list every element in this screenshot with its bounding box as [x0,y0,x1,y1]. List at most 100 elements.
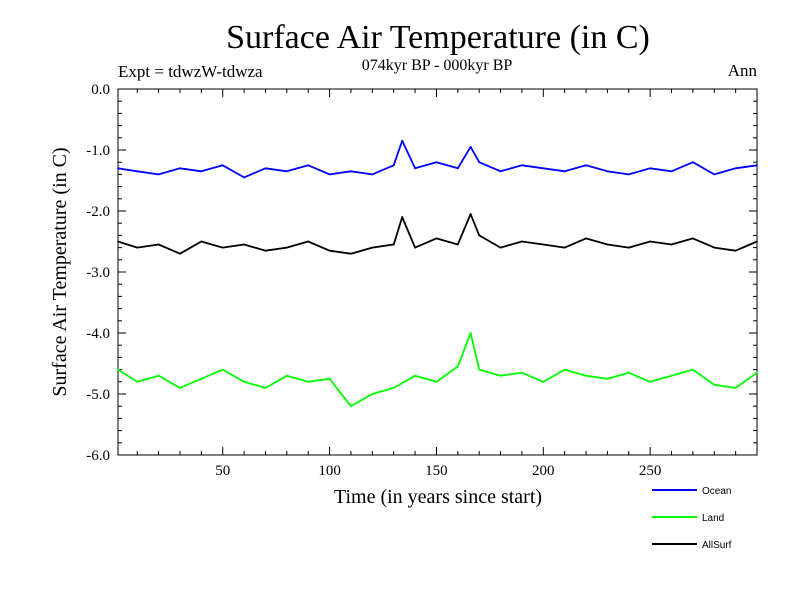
data-point-allsurf [521,240,523,243]
data-point-allsurf [756,240,758,243]
data-point-land [734,387,737,389]
data-point-land [285,374,288,377]
data-point-ocean [499,170,502,173]
data-point-ocean [756,164,758,167]
data-point-ocean [328,173,331,176]
data-point-allsurf [691,237,694,240]
x-tick-label: 200 [532,463,555,479]
data-point-allsurf [627,246,630,249]
data-point-land [200,377,203,380]
data-point-land [157,374,160,377]
data-point-ocean [563,170,566,173]
data-point-land [350,405,352,408]
data-point-ocean [179,167,181,170]
data-point-allsurf [499,246,502,249]
data-point-land [585,374,587,377]
data-point-land [221,368,224,371]
data-point-land [392,387,395,389]
data-point-allsurf [136,246,139,249]
x-tick-label: 250 [639,463,662,479]
plot-frame [117,88,758,456]
y-tick-label: -6.0 [86,448,110,464]
series-line-land [117,332,758,408]
y-tick-label: -1.0 [86,143,110,159]
data-point-ocean [243,176,245,179]
x-tick-label: 50 [215,463,230,479]
data-point-allsurf [117,240,119,243]
data-point-ocean [670,170,673,173]
data-point-allsurf [328,249,331,252]
data-point-allsurf [435,237,438,240]
data-point-ocean [285,170,288,173]
data-point-land [542,380,545,383]
data-point-ocean [392,164,395,167]
data-point-ocean [136,170,139,173]
legend: Ocean Land AllSurf [652,486,732,551]
y-tick-label: -4.0 [86,326,110,342]
experiment-label: Expt = tdwzW-tdwza [118,62,263,81]
data-point-allsurf [285,246,288,249]
data-point-ocean [585,164,587,167]
data-point-land [414,374,416,377]
plot-area: 0.0 -1.0 -2.0 -3.0 -4.0 -5.0 -6.0 50 100 150 200 25… [86,82,758,479]
data-point-ocean [117,167,119,170]
data-point-ocean [734,167,737,170]
data-point-land [179,387,181,389]
data-point-allsurf [585,237,587,240]
data-point-allsurf [392,243,395,246]
data-point-ocean [371,173,374,176]
chart-subtitle: 074kyr BP - 000kyr BP [362,57,513,74]
x-axis-label: Time (in years since start) [334,486,542,508]
data-point-allsurf [734,249,737,252]
data-point-land [756,371,758,374]
data-point-land [371,393,374,395]
data-point-allsurf [542,243,545,246]
data-point-land [649,380,652,383]
data-point-land [456,365,459,368]
data-point-land [499,374,502,377]
data-point-ocean [521,164,523,167]
y-tick-label: -3.0 [86,265,110,281]
legend-label-ocean: Ocean [702,486,731,497]
data-point-ocean [542,167,545,170]
data-point-allsurf [200,240,203,243]
data-point-allsurf [371,246,374,249]
data-point-ocean [456,167,459,170]
y-axis-label: Surface Air Temperature (in C) [49,147,71,396]
data-point-allsurf [606,243,609,246]
data-point-allsurf [478,234,481,237]
data-point-land [435,380,438,383]
data-point-land [264,387,267,389]
data-point-land [469,332,472,334]
x-tick-label: 150 [425,463,448,479]
y-tick-label: -5.0 [86,387,110,403]
data-point-ocean [627,173,630,176]
y-tick-label: -2.0 [86,204,110,220]
data-point-ocean [221,164,224,167]
season-label: Ann [728,61,758,80]
data-point-ocean [478,161,481,164]
data-point-ocean [401,139,404,142]
series-line-allsurf [117,213,758,255]
data-point-ocean [435,161,438,164]
data-point-ocean [606,170,609,173]
data-point-land [606,377,609,380]
data-point-land [307,380,310,383]
data-point-ocean [414,167,416,170]
data-point-allsurf [649,240,652,243]
series-line-ocean [117,139,758,179]
data-point-allsurf [670,243,673,246]
data-point-land [136,380,139,383]
data-point-allsurf [456,243,459,246]
data-point-ocean [649,167,652,170]
data-point-allsurf [401,216,404,219]
data-point-allsurf [264,249,267,252]
data-point-ocean [350,170,352,173]
data-point-land [670,374,673,377]
data-point-ocean [691,161,694,164]
data-point-land [627,371,630,374]
data-point-land [521,371,523,374]
data-point-ocean [469,146,472,148]
data-point-land [713,383,716,386]
